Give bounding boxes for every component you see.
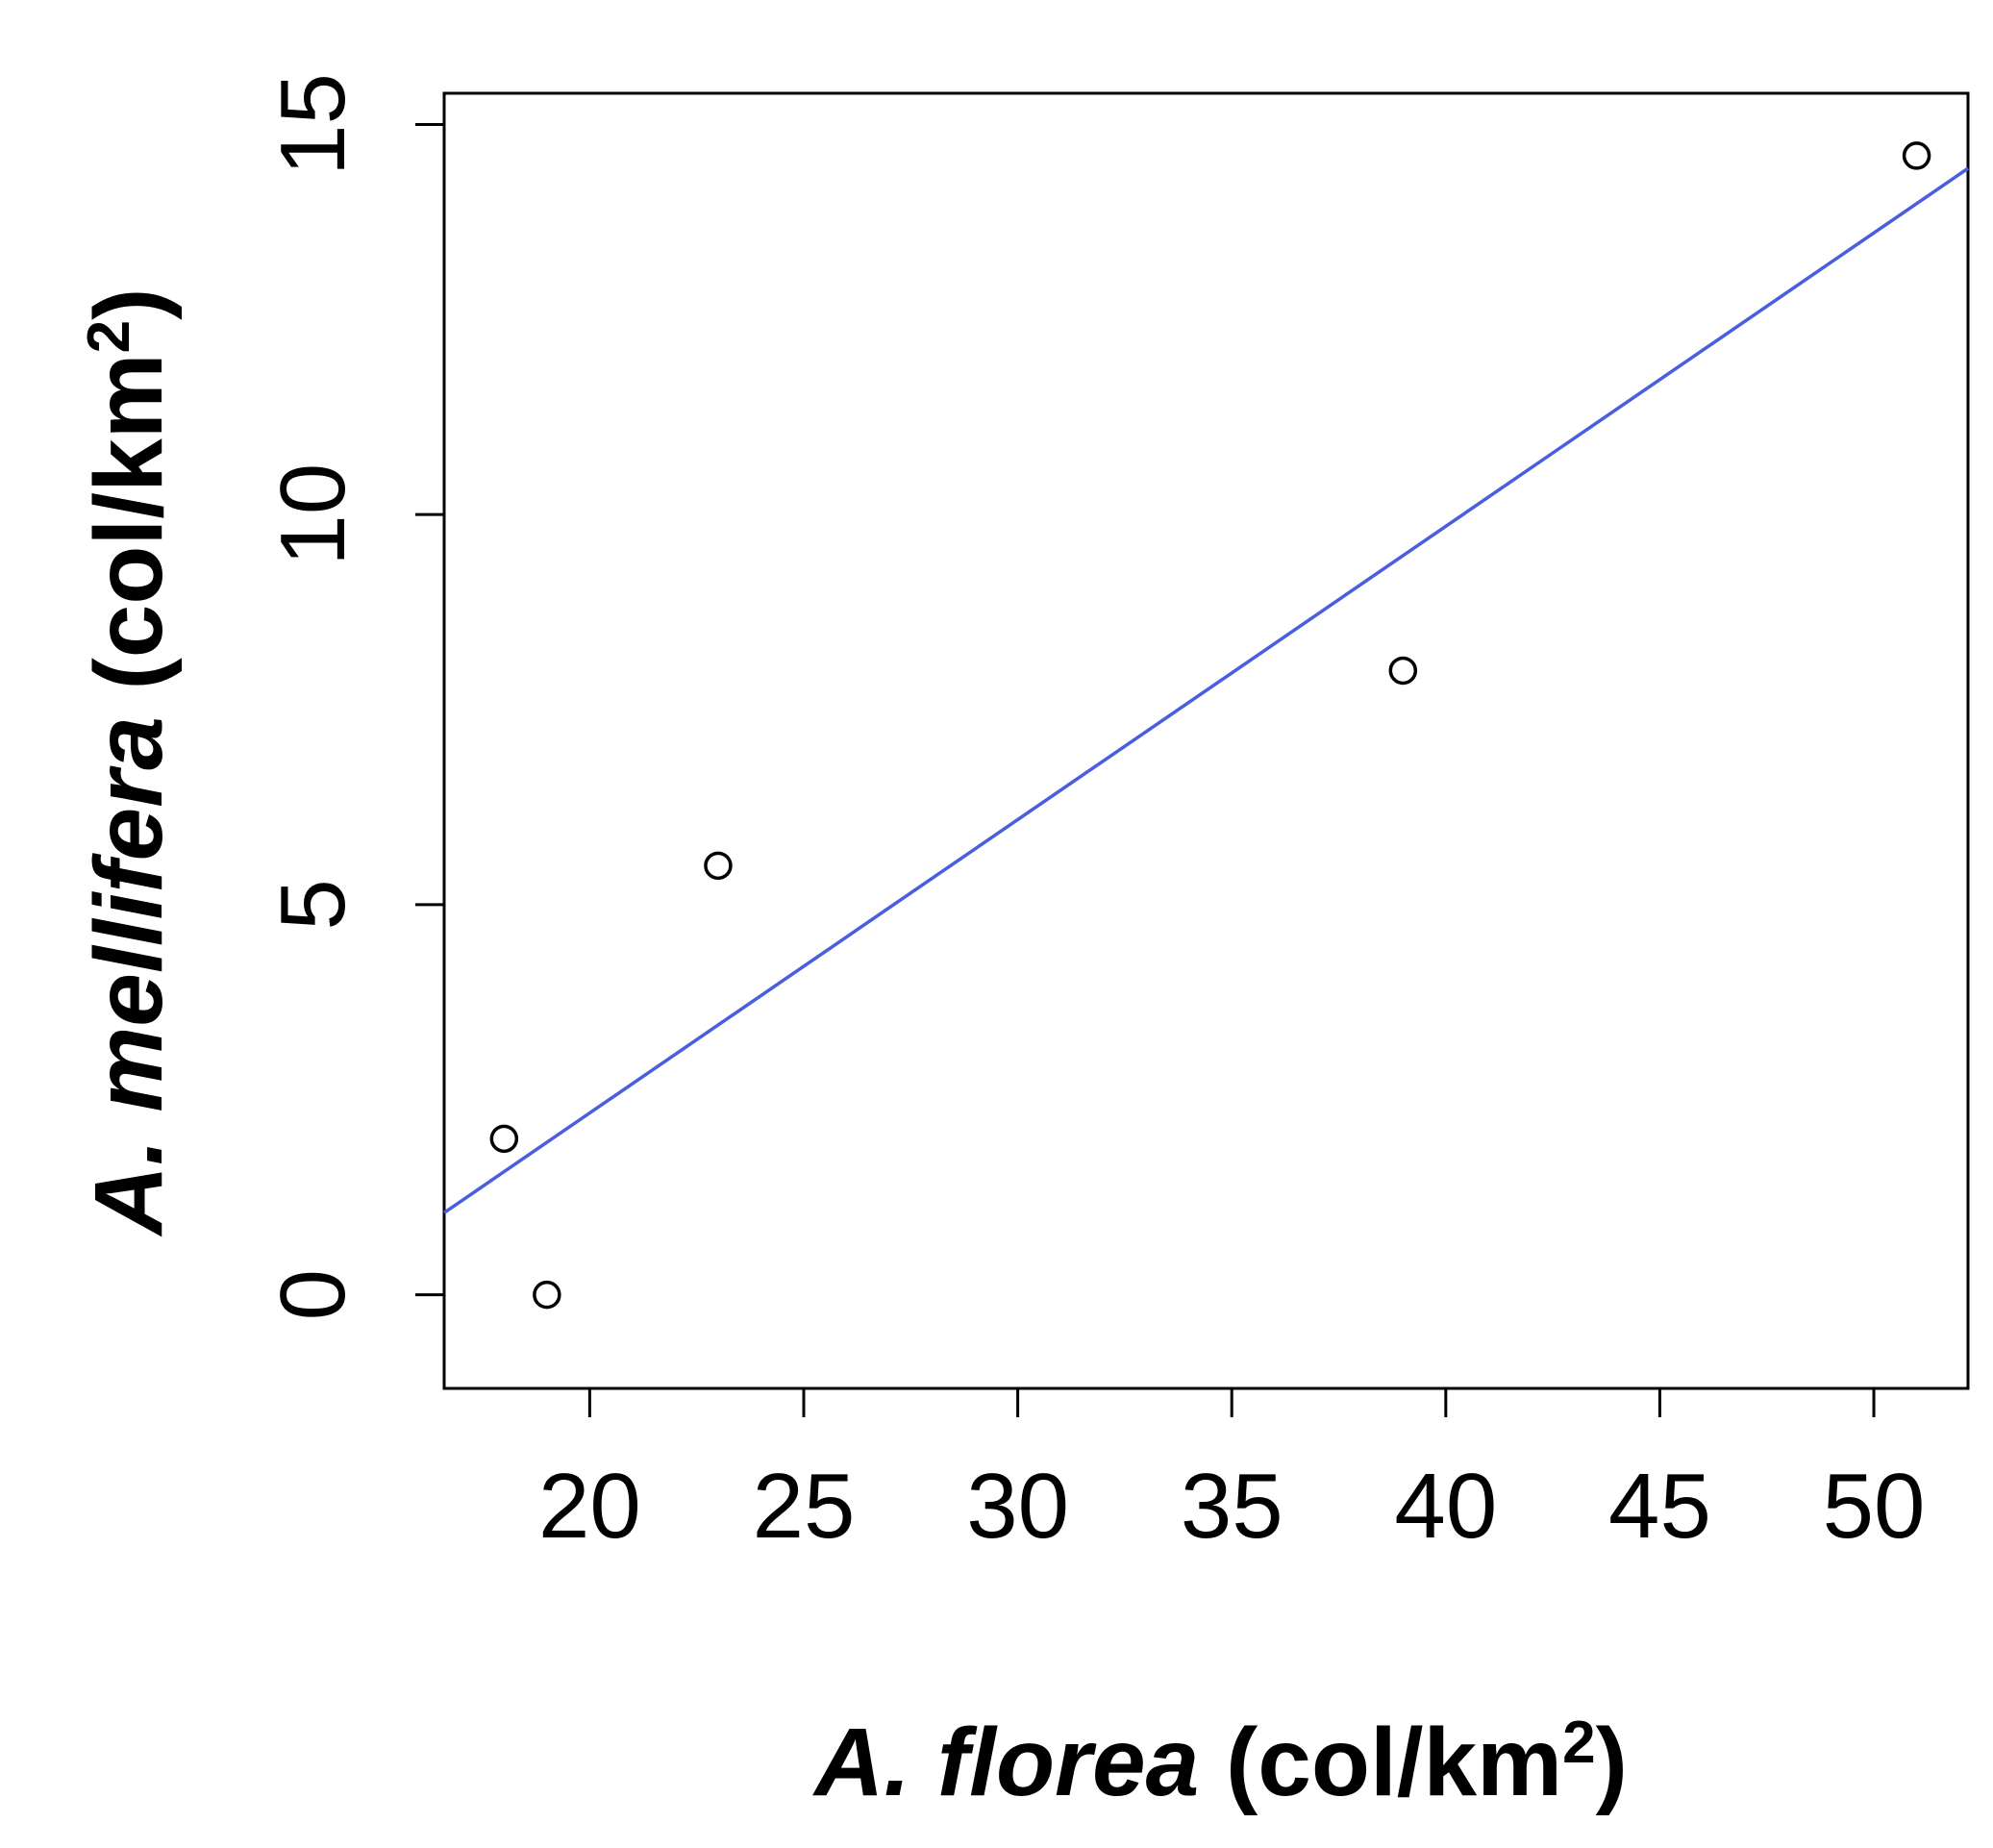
y-axis-title-sup: 2 [76, 320, 142, 353]
y-axis: 0 5 10 15 [262, 73, 444, 1320]
x-axis: 20 25 30 35 40 45 50 [538, 1388, 1925, 1558]
y-axis-title-unit: (col/km [75, 353, 183, 716]
data-point-1 [489, 1124, 519, 1154]
x-tick-label-25: 25 [753, 1455, 856, 1558]
x-tick-label-35: 35 [1181, 1455, 1283, 1558]
data-point-2 [533, 1280, 561, 1310]
x-tick-label-45: 45 [1608, 1455, 1711, 1558]
x-axis-title-species: A. florea [811, 1709, 1199, 1816]
y-axis-title-close: ) [75, 288, 183, 320]
x-tick-label-20: 20 [538, 1455, 641, 1558]
data-point-5 [1902, 141, 1931, 170]
x-tick-label-50: 50 [1823, 1455, 1926, 1558]
regression-line [443, 166, 1969, 1214]
plot-area [442, 91, 1970, 1390]
y-tick-label-10: 10 [262, 463, 364, 566]
x-tick-label-30: 30 [966, 1455, 1069, 1558]
data-point-4 [1388, 656, 1418, 686]
x-axis-title-unit: (col/km [1199, 1709, 1562, 1816]
x-axis-title-sup: 2 [1562, 1710, 1595, 1776]
x-tick-label-40: 40 [1394, 1455, 1497, 1558]
y-tick-label-5: 5 [262, 879, 364, 930]
y-axis-title-species: A. mellifera [75, 716, 183, 1237]
plot-frame [442, 91, 1970, 1390]
data-point-3 [704, 851, 733, 881]
y-tick-label-0: 0 [262, 1269, 364, 1320]
x-axis-title: A. florea (col/km2) [811, 1709, 1628, 1816]
y-tick-label-15: 15 [262, 73, 364, 176]
y-axis-title: A. mellifera (col/km2) [75, 288, 183, 1238]
x-axis-title-close: ) [1596, 1709, 1628, 1816]
